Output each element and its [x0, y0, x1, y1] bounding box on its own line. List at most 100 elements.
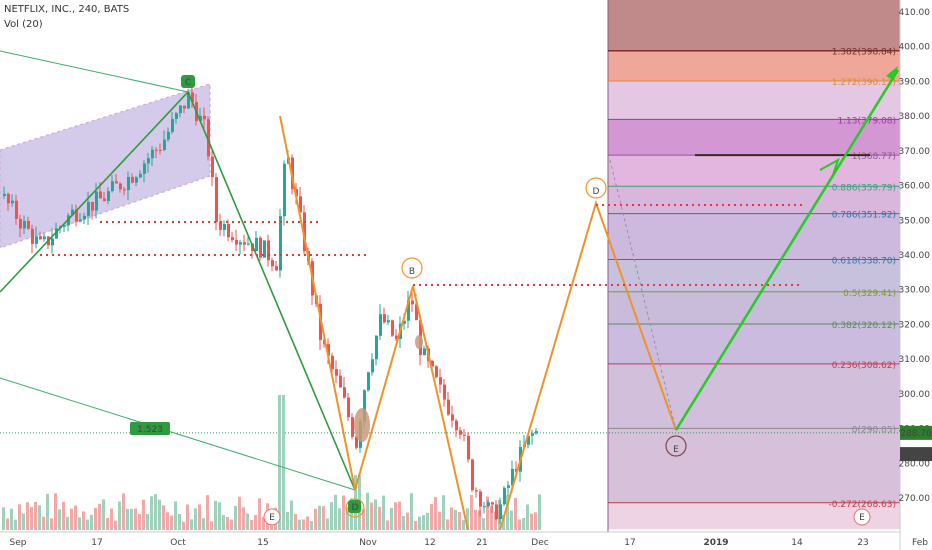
volume-bar: [482, 518, 485, 530]
candle-body: [463, 434, 466, 436]
fib-band: [608, 259, 900, 292]
candle-body: [335, 369, 338, 376]
volume-bar: [130, 508, 133, 530]
candle-body: [383, 314, 386, 323]
volume-bar: [18, 504, 21, 530]
volume-bar: [126, 508, 129, 530]
candle-body: [475, 490, 478, 492]
fib-level-label: 0.618(338.70): [832, 257, 896, 267]
volume-bar: [434, 497, 437, 530]
volume-bar: [394, 502, 397, 530]
candle-body: [483, 506, 486, 508]
volume-bar: [414, 520, 417, 530]
earnings-marker-label: E: [269, 513, 275, 523]
wave-label-c-box: [181, 75, 195, 88]
volume-bar: [118, 501, 121, 530]
candle-body: [375, 335, 378, 360]
candle-body: [507, 485, 510, 488]
volume-bar: [390, 507, 393, 530]
volume-bar: [278, 395, 281, 530]
trendline-upper: [0, 50, 189, 93]
candle-body: [71, 209, 74, 216]
volume-bar: [170, 515, 173, 530]
candle-body: [467, 435, 470, 460]
orange-wave-2: [499, 199, 677, 531]
orange-wave-1: [279, 115, 469, 531]
candle-body: [159, 149, 162, 151]
candle-body: [131, 176, 134, 183]
candle-body: [43, 236, 46, 240]
earnings-marker: [853, 508, 871, 526]
volume-bar: [418, 516, 421, 530]
last-price-label: 288.76: [900, 429, 932, 439]
candle-body: [103, 198, 106, 201]
projection-arrowhead: [886, 66, 898, 80]
volume-bar: [458, 512, 461, 530]
fib-band: [608, 363, 900, 429]
candle-body: [147, 158, 150, 164]
candle-body: [171, 118, 174, 132]
candle-body: [7, 193, 10, 204]
volume-bar: [190, 519, 193, 530]
volume-bar: [222, 515, 225, 530]
candle-body: [363, 390, 366, 422]
candle-body: [367, 372, 370, 391]
volume-bar: [410, 493, 413, 530]
candle-body: [391, 320, 394, 336]
volume-bar: [214, 500, 217, 530]
volume-bar: [486, 496, 489, 530]
fib-band: [608, 0, 900, 51]
close-price-label: 282.65: [900, 450, 932, 460]
volume-bar: [338, 508, 341, 530]
candle-body: [347, 397, 350, 418]
candle-body: [511, 468, 514, 486]
candle-body: [219, 222, 222, 230]
volume-bar: [286, 511, 289, 530]
volume-bar: [150, 496, 153, 530]
volume-bar: [466, 508, 469, 530]
volume-bar: [350, 498, 353, 530]
candle-body: [295, 189, 298, 197]
volume-bar: [254, 515, 257, 530]
volume-bar: [342, 495, 345, 530]
volume-bar: [378, 506, 381, 530]
candle-body: [403, 320, 406, 324]
drawing-lines: [0, 50, 900, 531]
candle-body: [299, 196, 302, 213]
volume-marker-text: 1.523: [137, 425, 163, 435]
volume-bar: [186, 504, 189, 530]
candle-body: [55, 228, 58, 239]
volume-bar: [310, 521, 313, 530]
candle-body: [167, 131, 170, 140]
candle-body: [495, 504, 498, 520]
last-price-tag: [900, 425, 932, 440]
candle-body: [183, 105, 186, 109]
candle-body: [407, 300, 410, 321]
volume-bar: [478, 510, 481, 530]
candle-body: [99, 191, 102, 199]
volume-bar: [166, 512, 169, 530]
price-tick: 360.00: [899, 182, 931, 192]
volume-bar: [54, 493, 57, 530]
volume-bar: [494, 511, 497, 530]
volume-bar: [362, 508, 365, 530]
volume-bar: [110, 508, 113, 530]
projection-dashed: [609, 159, 677, 431]
volume-bar: [334, 494, 337, 530]
volume-bar: [510, 510, 513, 530]
volume-legend: Vol (20): [4, 19, 43, 30]
time-tick: Feb: [912, 538, 928, 548]
price-tick: 320.00: [899, 320, 931, 330]
candle-body: [3, 193, 6, 196]
volume-bar: [62, 501, 65, 530]
candle-body: [303, 212, 306, 252]
wave-d-bottom-circle: [345, 498, 365, 518]
fib-level-label: 0.5(329.41): [843, 289, 896, 299]
candle-body: [87, 201, 90, 216]
candle-body: [15, 200, 18, 219]
volume-bar: [94, 507, 97, 530]
volume-bar: [398, 501, 401, 530]
candle-body: [259, 237, 262, 258]
